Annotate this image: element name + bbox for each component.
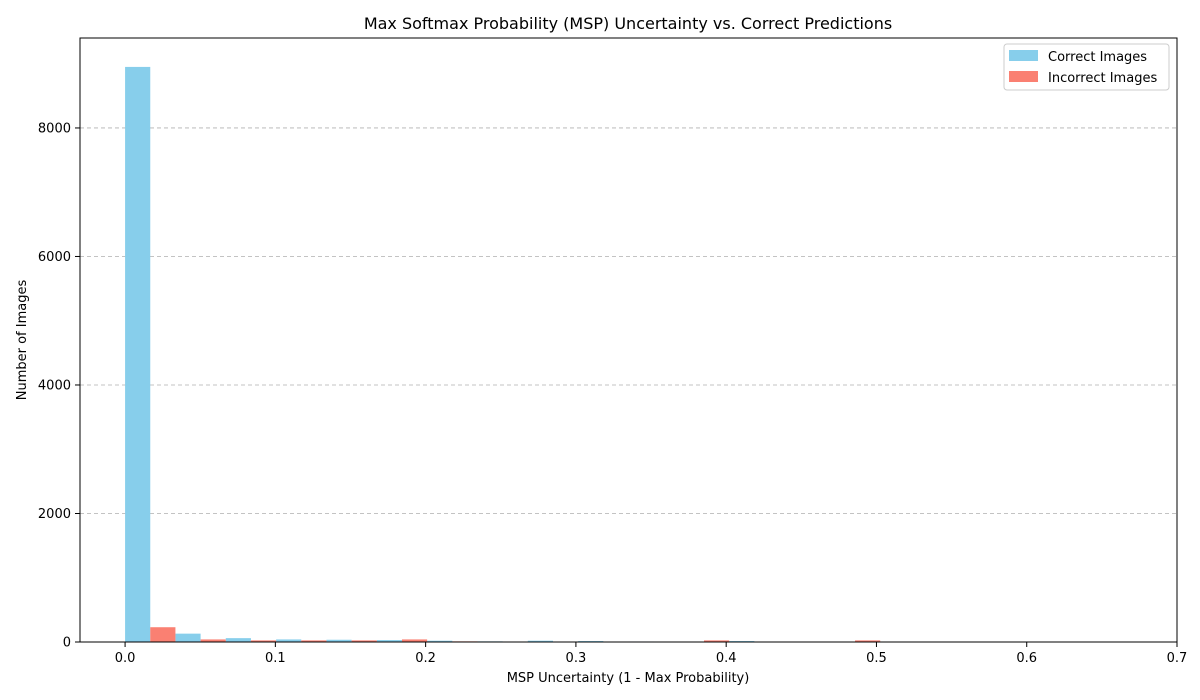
- chart-title: Max Softmax Probability (MSP) Uncertaint…: [364, 14, 892, 33]
- legend-label-incorrect: Incorrect Images: [1048, 71, 1157, 86]
- legend-swatch-correct: [1009, 50, 1038, 61]
- legend-box: [1003, 43, 1170, 91]
- x-axis-ticks: 0.0 0.1 0.2 0.3 0.4 0.5 0.6 0.7: [115, 642, 1188, 666]
- bar-correct-images: [527, 640, 553, 642]
- bar-incorrect-images: [250, 640, 277, 642]
- bar-correct-images: [427, 640, 453, 642]
- bar-incorrect-images: [351, 640, 377, 642]
- x-tick-label: 0.3: [566, 651, 587, 666]
- plot-frame: [79, 37, 1178, 643]
- x-tick-label: 0.7: [1167, 651, 1188, 666]
- x-tick-label: 0.2: [415, 651, 436, 666]
- x-tick-label: 0.6: [1016, 651, 1037, 666]
- bar-incorrect-images: [401, 639, 428, 642]
- bar-incorrect-images: [150, 627, 176, 642]
- bar-incorrect-images: [704, 640, 730, 642]
- legend-label-correct: Correct Images: [1048, 50, 1147, 65]
- x-tick-label: 0.1: [265, 651, 286, 666]
- bar-correct-images: [376, 640, 402, 642]
- y-axis-label: Number of Images: [15, 280, 30, 401]
- x-axis-label: MSP Uncertainty (1 - Max Probability): [507, 671, 750, 686]
- bar-correct-images: [225, 638, 251, 642]
- bar-layer: [125, 66, 1082, 642]
- bar-correct-images: [276, 639, 302, 642]
- x-tick-label: 0.5: [866, 651, 887, 666]
- bar-incorrect-images: [200, 639, 226, 642]
- x-tick-label: 0.0: [115, 651, 136, 666]
- bar-correct-images: [175, 633, 201, 642]
- bar-correct-images: [125, 66, 151, 642]
- y-tick-label: 0: [63, 636, 71, 651]
- y-tick-label: 2000: [38, 507, 71, 522]
- legend-swatch-incorrect: [1009, 71, 1038, 82]
- y-tick-label: 6000: [38, 250, 71, 265]
- grid-layer: [80, 127, 1177, 514]
- y-tick-label: 8000: [38, 121, 71, 136]
- bar-incorrect-images: [855, 640, 881, 642]
- y-axis-ticks: 0 2000 4000 6000 8000: [38, 121, 80, 651]
- bar-incorrect-images: [301, 640, 327, 642]
- x-tick-label: 0.4: [716, 651, 737, 666]
- bar-correct-images: [326, 639, 352, 642]
- y-tick-label: 4000: [38, 378, 71, 393]
- legend: Correct Images Incorrect Images: [1003, 43, 1170, 91]
